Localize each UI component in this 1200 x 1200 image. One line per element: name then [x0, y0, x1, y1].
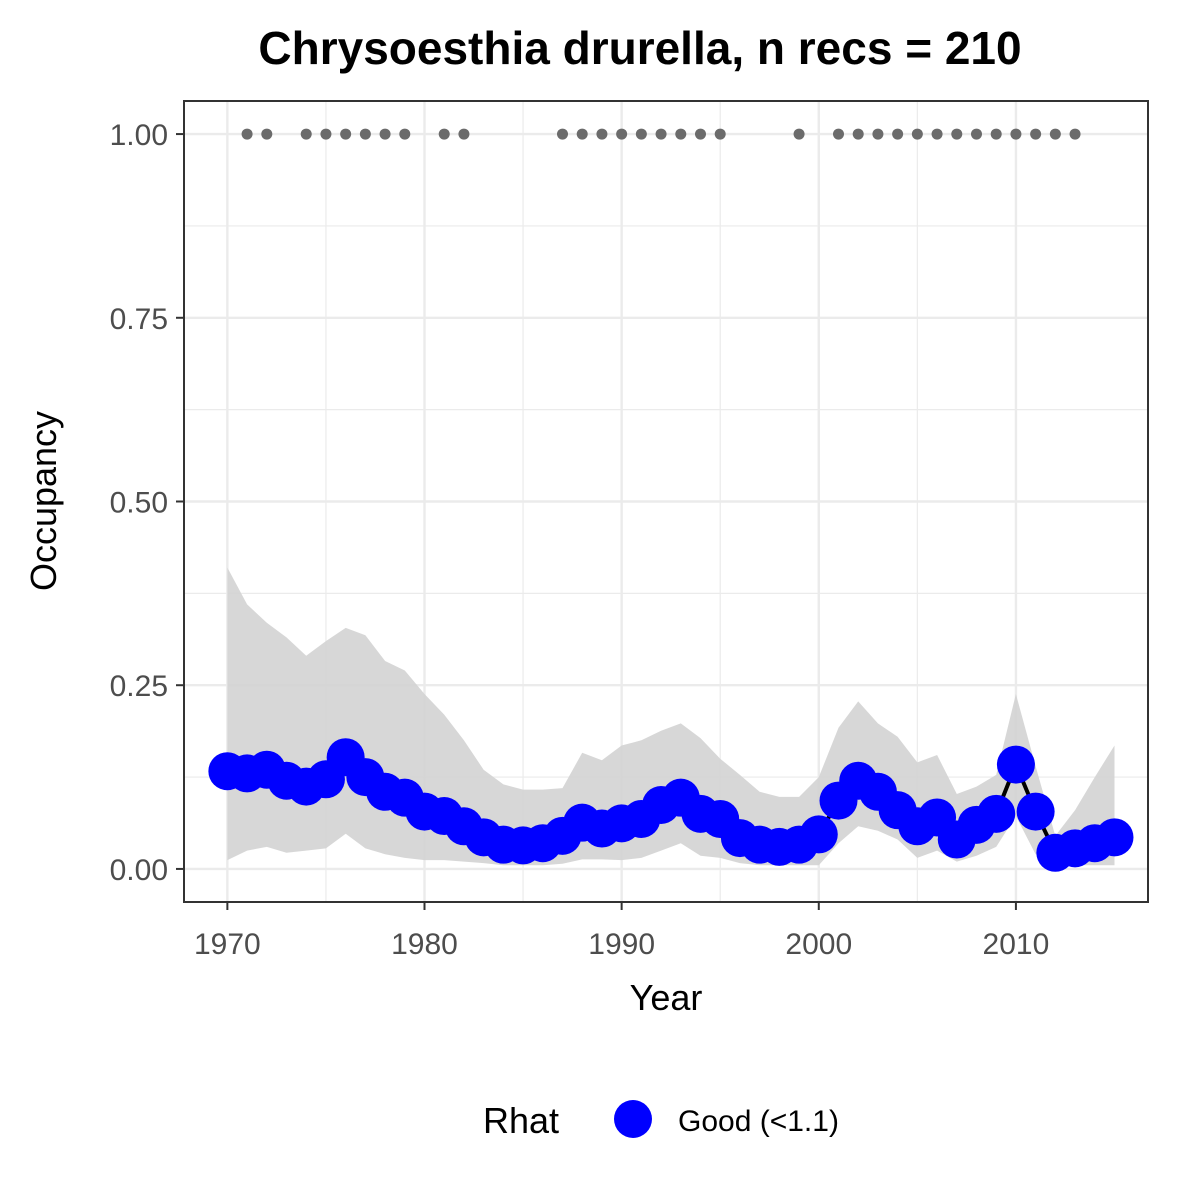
y-axis-title: Occupancy [23, 411, 64, 591]
occupancy-point [799, 815, 838, 854]
y-tick-label: 0.75 [110, 303, 168, 336]
record-marker [438, 128, 450, 140]
x-tick-label: 1990 [588, 928, 655, 961]
y-tick-label: 0.00 [110, 854, 168, 887]
occupancy-point [1095, 818, 1134, 857]
legend: Rhat Good (<1.1) [483, 1100, 839, 1141]
record-marker [694, 128, 706, 140]
record-marker [596, 128, 608, 140]
record-marker [675, 128, 687, 140]
record-marker [340, 128, 352, 140]
record-marker [576, 128, 588, 140]
record-marker [399, 128, 411, 140]
record-marker [1069, 128, 1081, 140]
record-marker [714, 128, 726, 140]
record-marker [379, 128, 391, 140]
chart-title: Chrysoesthia drurella, n recs = 210 [258, 22, 1021, 74]
record-marker [892, 128, 904, 140]
occupancy-point [1016, 792, 1055, 831]
record-marker [557, 128, 569, 140]
occupancy-points [208, 738, 1134, 872]
record-marker [1010, 128, 1022, 140]
legend-label-good: Good (<1.1) [678, 1105, 839, 1138]
x-axis-ticks: 1970 1980 1990 2000 2010 [194, 902, 1049, 961]
x-tick-label: 1980 [391, 928, 458, 961]
record-marker [872, 128, 884, 140]
record-marker [320, 128, 332, 140]
y-axis-ticks: 0.00 0.25 0.50 0.75 1.00 [110, 119, 184, 887]
record-marker [990, 128, 1002, 140]
record-marker [300, 128, 312, 140]
x-tick-label: 2010 [983, 928, 1050, 961]
record-marker [635, 128, 647, 140]
record-marker [852, 128, 864, 140]
x-tick-label: 1970 [194, 928, 261, 961]
record-markers [241, 128, 1081, 140]
occupancy-point [996, 745, 1035, 784]
y-tick-label: 0.50 [110, 487, 168, 520]
record-marker [931, 128, 943, 140]
record-marker [832, 128, 844, 140]
y-tick-label: 1.00 [110, 119, 168, 152]
x-tick-label: 2000 [785, 928, 852, 961]
record-marker [261, 128, 273, 140]
legend-key-good [614, 1100, 652, 1138]
record-marker [970, 128, 982, 140]
record-marker [655, 128, 667, 140]
record-marker [911, 128, 923, 140]
record-marker [793, 128, 805, 140]
record-marker [1030, 128, 1042, 140]
y-tick-label: 0.25 [110, 670, 168, 703]
record-marker [458, 128, 470, 140]
record-marker [359, 128, 371, 140]
x-axis-title: Year [630, 977, 703, 1018]
record-marker [241, 128, 253, 140]
record-marker [616, 128, 628, 140]
record-marker [951, 128, 963, 140]
occupancy-point [977, 794, 1016, 833]
record-marker [1049, 128, 1061, 140]
legend-title: Rhat [483, 1100, 559, 1141]
